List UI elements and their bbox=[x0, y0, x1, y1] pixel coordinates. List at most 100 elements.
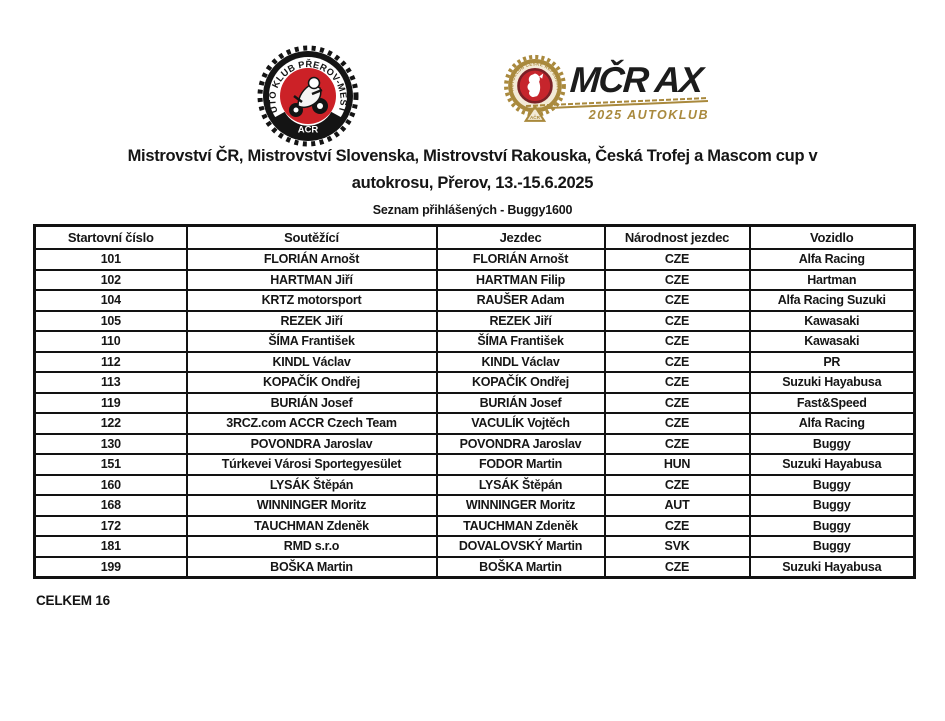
table-cell: CZE bbox=[603, 371, 751, 394]
table-cell: 122 bbox=[33, 412, 188, 435]
table-cell: KINDL Václav bbox=[185, 350, 438, 373]
title-block: Mistrovství ČR, Mistrovství Slovenska, M… bbox=[0, 143, 945, 217]
column-header: Jezdec bbox=[435, 224, 606, 250]
event-title-line1: Mistrovství ČR, Mistrovství Slovenska, M… bbox=[127, 147, 818, 165]
table-cell: Buggy bbox=[748, 514, 916, 537]
table-cell: POVONDRA Jaroslav bbox=[435, 432, 606, 455]
table-cell: DOVALOVSKÝ Martin bbox=[435, 535, 606, 558]
event-title-line2: autokrosu, Přerov, 13.-15.6.2025 bbox=[351, 174, 594, 192]
column-header: Startovní číslo bbox=[33, 224, 188, 250]
table-row: 101 FLORIÁN Arnošt FLORIÁN Arnošt CZE Alfa R… bbox=[33, 248, 916, 271]
table-row: 113 KOPAČÍK Ondřej KOPAČÍK Ondřej CZE Suzuki… bbox=[33, 371, 916, 394]
table-cell: Fast&Speed bbox=[748, 391, 916, 414]
table-cell: 172 bbox=[33, 514, 188, 537]
table-cell: FODOR Martin bbox=[435, 453, 606, 476]
table-cell: SVK bbox=[603, 535, 751, 558]
auto-klub-prerov-logo: AUTO KLUB PŘEROV-MĚSTO AČR bbox=[248, 36, 364, 151]
table-cell: POVONDRA Jaroslav bbox=[185, 432, 438, 455]
table-cell: CZE bbox=[603, 514, 751, 537]
table-cell: Kawasaki bbox=[748, 309, 916, 332]
table-cell: HUN bbox=[603, 453, 751, 476]
table-cell: CZE bbox=[603, 432, 751, 455]
table-cell: HARTMAN Filip bbox=[435, 268, 606, 291]
table-cell: 113 bbox=[33, 371, 188, 394]
table-cell: 105 bbox=[33, 309, 188, 332]
table-cell: CZE bbox=[603, 555, 751, 579]
table-cell: WINNINGER Moritz bbox=[435, 494, 606, 517]
table-cell: 104 bbox=[33, 289, 188, 312]
total-entries-label: CELKEM 16 bbox=[36, 593, 110, 608]
table-row: 199 BOŠKA Martin BOŠKA Martin CZE Suzuki Hay… bbox=[33, 555, 916, 579]
table-cell: 110 bbox=[33, 330, 188, 353]
table-cell: 101 bbox=[33, 248, 188, 271]
table-cell: CZE bbox=[603, 268, 751, 291]
table-cell: HARTMAN Jiří bbox=[185, 268, 438, 291]
table-cell: Túrkevei Városi Sportegyesület bbox=[185, 453, 438, 476]
table-cell: TAUCHMAN Zdeněk bbox=[185, 514, 438, 537]
table-cell: Buggy bbox=[748, 432, 916, 455]
badge-acr-text: AČR bbox=[530, 114, 541, 120]
motocross-club-badge-icon: AUTO KLUB PŘEROV-MĚSTO AČR bbox=[248, 36, 359, 147]
column-header: Vozidlo bbox=[748, 224, 916, 250]
table-cell: CZE bbox=[603, 412, 751, 435]
table-cell: Alfa Racing bbox=[748, 412, 916, 435]
entry-table-wrap: Startovní číslo Soutěžící Jezdec Národnost … bbox=[33, 224, 916, 579]
table-body: 101 FLORIÁN Arnošt FLORIÁN Arnošt CZE Alfa R… bbox=[33, 248, 916, 579]
table-cell: 181 bbox=[33, 535, 188, 558]
table-cell: CZE bbox=[603, 309, 751, 332]
table-cell: AUT bbox=[603, 494, 751, 517]
table-cell: CZE bbox=[603, 391, 751, 414]
table-cell: 151 bbox=[33, 453, 188, 476]
table-cell: REZEK Jiří bbox=[435, 309, 606, 332]
table-cell: CZE bbox=[603, 330, 751, 353]
mcr-ax-subtitle: 2025 AUTOKLUB bbox=[588, 108, 709, 122]
table-cell: LYSÁK Štěpán bbox=[435, 473, 606, 496]
table-row: 102 HARTMAN Jiří HARTMAN Filip CZE Hartman bbox=[33, 268, 916, 291]
table-row: 168 WINNINGER Moritz WINNINGER Moritz AUT Bu… bbox=[33, 494, 916, 517]
table-cell: BURIÁN Josef bbox=[185, 391, 438, 414]
autoklub-cr-badge-icon: AUTOKLUB ČESKÉ REPUBLIKY AČR bbox=[504, 54, 566, 122]
club-acr-text: AČR bbox=[298, 124, 319, 136]
table-cell: REZEK Jiří bbox=[185, 309, 438, 332]
table-cell: KINDL Václav bbox=[435, 350, 606, 373]
table-row: 160 LYSÁK Štěpán LYSÁK Štěpán CZE Buggy bbox=[33, 473, 916, 496]
table-cell: PR bbox=[748, 350, 916, 373]
table-cell: FLORIÁN Arnošt bbox=[185, 248, 438, 271]
table-row: 122 3RCZ.com ACCR Czech Team VACULÍK Vojtě… bbox=[33, 412, 916, 435]
table-cell: Suzuki Hayabusa bbox=[748, 555, 916, 579]
mcr-ax-logo: AUTOKLUB ČESKÉ REPUBLIKY AČR MČR AX 2025… bbox=[503, 54, 713, 138]
column-header: Národnost jezdec bbox=[603, 224, 751, 250]
table-cell: 130 bbox=[33, 432, 188, 455]
table-cell: Buggy bbox=[748, 535, 916, 558]
mcr-ax-title: MČR AX bbox=[568, 59, 704, 100]
table-row: 130 POVONDRA Jaroslav POVONDRA Jaroslav CZE… bbox=[33, 432, 916, 455]
table-cell: 112 bbox=[33, 350, 188, 373]
table-row: 119 BURIÁN Josef BURIÁN Josef CZE Fast&Speed bbox=[33, 391, 916, 414]
table-cell: 3RCZ.com ACCR Czech Team bbox=[185, 412, 438, 435]
table-cell: CZE bbox=[603, 289, 751, 312]
table-row: 172 TAUCHMAN Zdeněk TAUCHMAN Zdeněk CZE Bugg… bbox=[33, 514, 916, 537]
table-cell: 102 bbox=[33, 268, 188, 291]
entry-table: Startovní číslo Soutěžící Jezdec Národnost … bbox=[33, 224, 916, 579]
table-cell: Suzuki Hayabusa bbox=[748, 453, 916, 476]
table-cell: RAUŠER Adam bbox=[435, 289, 606, 312]
table-cell: ŠÍMA František bbox=[185, 330, 438, 353]
table-cell: 199 bbox=[33, 555, 188, 579]
table-cell: CZE bbox=[603, 473, 751, 496]
table-cell: WINNINGER Moritz bbox=[185, 494, 438, 517]
table-cell: KOPAČÍK Ondřej bbox=[435, 371, 606, 394]
table-cell: VACULÍK Vojtěch bbox=[435, 412, 606, 435]
table-cell: ŠÍMA František bbox=[435, 330, 606, 353]
table-cell: FLORIÁN Arnošt bbox=[435, 248, 606, 271]
column-header: Soutěžící bbox=[185, 224, 438, 250]
table-cell: LYSÁK Štěpán bbox=[185, 473, 438, 496]
table-cell: CZE bbox=[603, 248, 751, 271]
table-cell: Hartman bbox=[748, 268, 916, 291]
table-row: 151 Túrkevei Városi Sportegyesület FODOR M… bbox=[33, 453, 916, 476]
table-row: 105 REZEK Jiří REZEK Jiří CZE Kawasaki bbox=[33, 309, 916, 332]
table-cell: KRTZ motorsport bbox=[185, 289, 438, 312]
table-cell: BURIÁN Josef bbox=[435, 391, 606, 414]
table-cell: Alfa Racing bbox=[748, 248, 916, 271]
table-cell: Suzuki Hayabusa bbox=[748, 371, 916, 394]
